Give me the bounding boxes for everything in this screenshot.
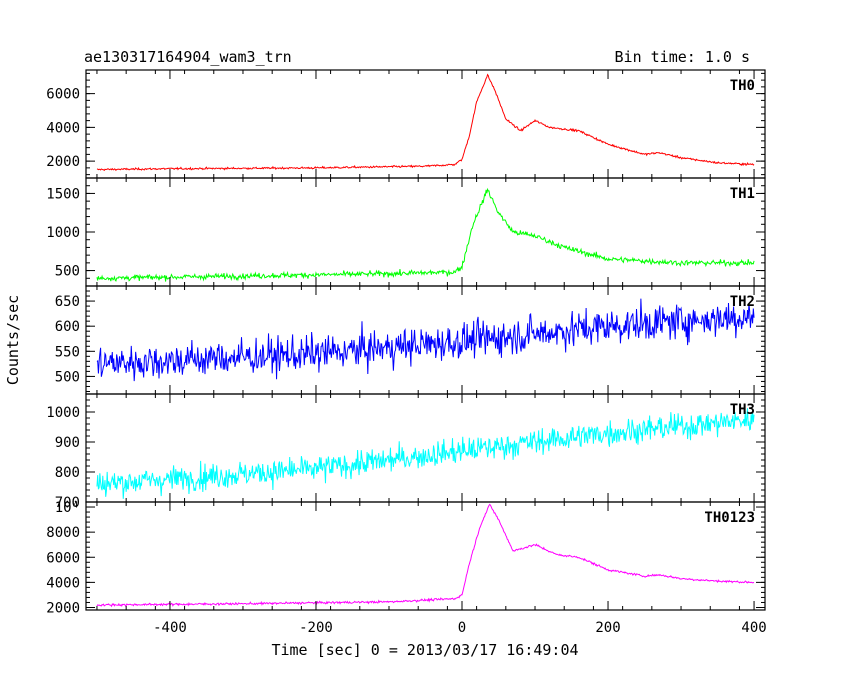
- series-line-th1: [96, 187, 755, 282]
- panel-label-th3: TH3: [730, 402, 755, 418]
- y-tick-label: 500: [55, 264, 80, 280]
- x-tick-label: -200: [299, 620, 333, 636]
- y-tick-label: 6000: [46, 550, 80, 566]
- panel-label-th0123: TH0123: [704, 510, 755, 526]
- series-line-th2: [96, 298, 755, 382]
- series-line-th0123: [96, 503, 755, 608]
- y-tick-label: 1000: [46, 225, 80, 241]
- panel-th3: 700 800 900 1000 TH3: [46, 393, 766, 511]
- x-tick-label: -400: [153, 620, 187, 636]
- panel-th0123: 2000 4000 6000 8000 10⁴ TH0123: [46, 500, 766, 616]
- y-tick-label: 800: [55, 465, 80, 481]
- y-tick-label: 550: [55, 344, 80, 360]
- x-tick-label: 200: [595, 620, 620, 636]
- y-tick-label: 4000: [46, 120, 80, 136]
- y-tick-label: 2000: [46, 154, 80, 170]
- chart-title: ae130317164904_wam3_trn: [84, 48, 292, 66]
- y-tick-label: 4000: [46, 575, 80, 591]
- series-line-th3: [96, 408, 755, 499]
- y-tick-label: 650: [55, 294, 80, 310]
- x-tick-label: 0: [458, 620, 466, 636]
- bin-time-label: Bin time: 1.0 s: [615, 48, 750, 66]
- y-tick-label: 8000: [46, 525, 80, 541]
- panel-label-th0: TH0: [730, 78, 755, 94]
- y-tick-label: 2000: [46, 600, 80, 616]
- panel-th0: 2000 4000 6000 TH0: [46, 69, 766, 179]
- y-tick-label: 6000: [46, 87, 80, 103]
- panel-frame: [85, 177, 766, 287]
- panel-th1: 500 1000 1500 TH1: [46, 177, 766, 287]
- y-tick-label: 1500: [46, 186, 80, 202]
- y-tick-label: 10⁴: [55, 500, 80, 516]
- y-tick-label: 700: [55, 495, 80, 511]
- panel-frame: [85, 501, 766, 611]
- y-tick-label: 500: [55, 369, 80, 385]
- y-tick-label: 900: [55, 435, 80, 451]
- y-tick-label: 600: [55, 319, 80, 335]
- panel-th2: 500 550 600 650 TH2: [55, 285, 766, 395]
- y-tick-label: 1000: [46, 405, 80, 421]
- series-line-th0: [96, 73, 755, 172]
- panel-label-th2: TH2: [730, 294, 755, 310]
- x-tick-label: 400: [741, 620, 766, 636]
- panel-frame: [85, 393, 766, 503]
- x-axis-label: Time [sec] 0 = 2013/03/17 16:49:04: [271, 641, 578, 659]
- panel-label-th1: TH1: [730, 186, 755, 202]
- y-axis-label: Counts/sec: [4, 295, 22, 385]
- panel-frame: [85, 69, 766, 179]
